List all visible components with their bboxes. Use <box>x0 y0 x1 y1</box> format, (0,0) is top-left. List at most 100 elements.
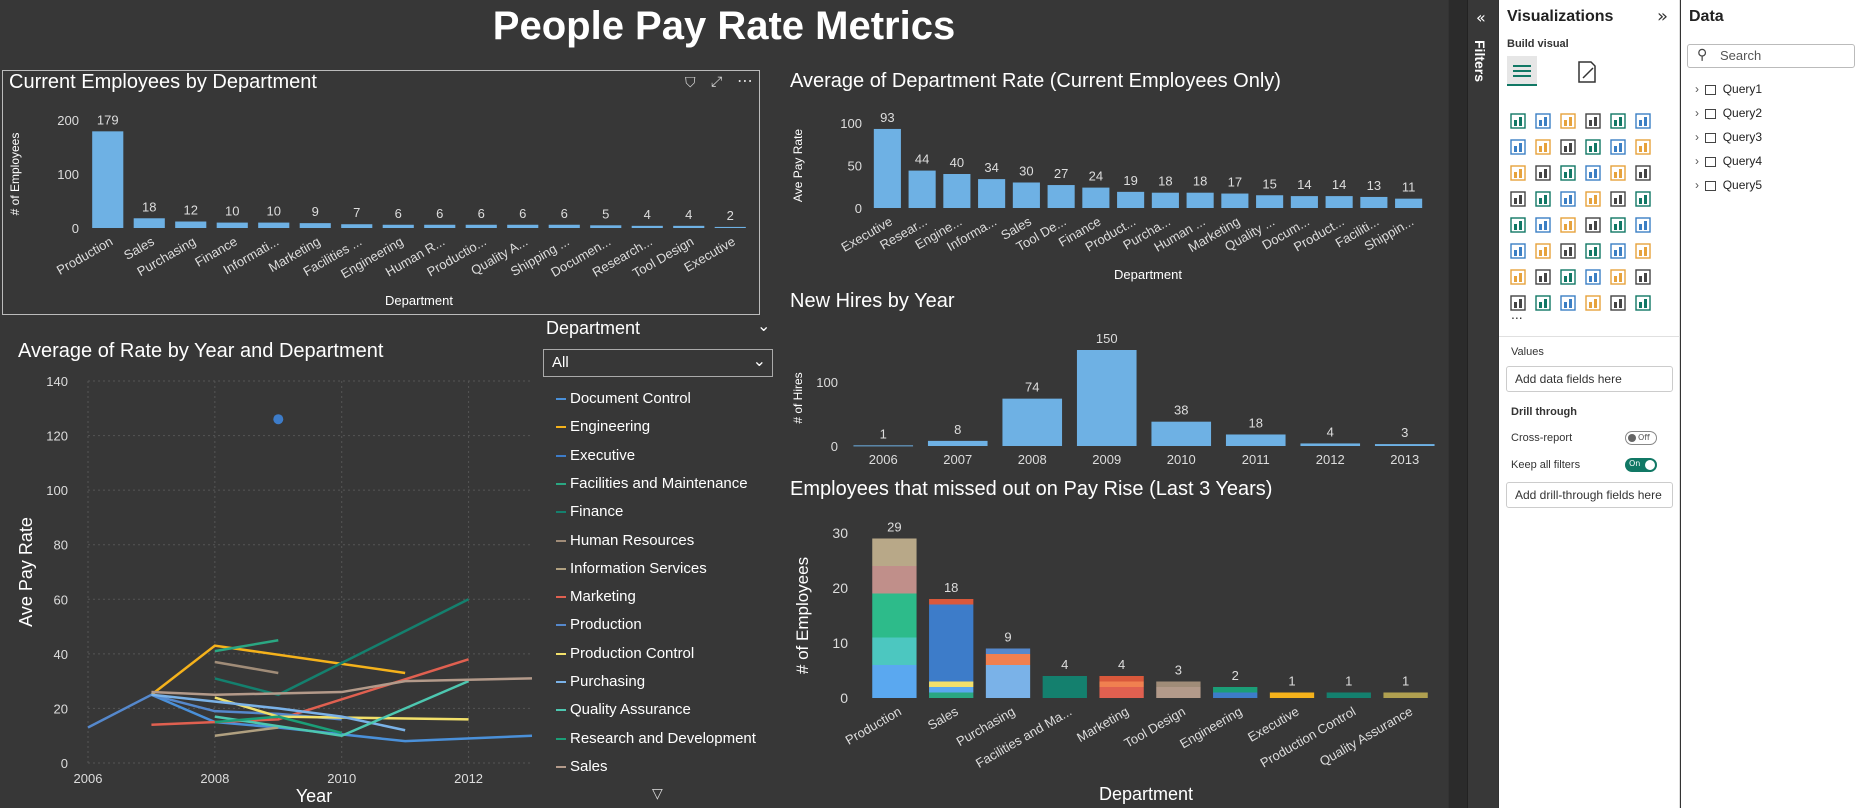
drill-through-field-well[interactable]: Add drill-through fields here <box>1506 482 1673 508</box>
visual-type-icon[interactable] <box>1609 190 1629 210</box>
legend-item[interactable]: Facilities and Maintenance <box>556 475 748 492</box>
focus-mode-icon[interactable]: ⤢ <box>711 74 723 90</box>
visual-type-icon[interactable] <box>1609 242 1629 262</box>
visual-type-icon[interactable] <box>1559 242 1579 262</box>
legend-item[interactable]: Information Services <box>556 560 707 577</box>
expand-filters-icon[interactable]: « <box>1476 8 1486 27</box>
table-icon <box>1705 156 1717 167</box>
chevron-down-icon[interactable]: ⌄ <box>757 316 771 335</box>
visual-type-icon[interactable] <box>1559 112 1579 132</box>
visual-type-icon[interactable] <box>1584 112 1604 132</box>
visual-type-icon[interactable] <box>1584 138 1604 158</box>
bar-segment <box>1326 692 1371 698</box>
visual-type-icon[interactable] <box>1584 216 1604 236</box>
department-slicer-header: Department <box>546 318 641 338</box>
visual-type-icon[interactable] <box>1534 268 1554 288</box>
legend-item[interactable]: Production Control <box>556 645 694 662</box>
scroll-down-icon[interactable]: ▽ <box>652 786 663 802</box>
query-item[interactable]: › Query3 <box>1695 130 1762 144</box>
legend-item[interactable]: Human Resources <box>556 532 694 549</box>
collapse-pane-icon[interactable]: » <box>1657 6 1669 27</box>
visual-type-icon[interactable] <box>1634 242 1654 262</box>
visual-type-icon[interactable] <box>1534 294 1554 314</box>
filters-pane-collapsed[interactable]: « Filters <box>1467 0 1498 808</box>
data-search-input[interactable]: Search <box>1687 44 1855 68</box>
visual-type-icon[interactable] <box>1509 242 1529 262</box>
visual-type-icon[interactable] <box>1534 190 1554 210</box>
visual-type-icon[interactable] <box>1609 164 1629 184</box>
visual-type-icon[interactable] <box>1509 164 1529 184</box>
employees-by-department-visual[interactable]: Current Employees by Department ⛉ ⤢ ⋯ 0 1… <box>2 70 760 315</box>
visual-type-icon[interactable] <box>1559 216 1579 236</box>
legend-item[interactable]: Document Control <box>556 390 691 407</box>
bar <box>1151 421 1212 446</box>
series-line <box>214 715 343 735</box>
legend-item[interactable]: Marketing <box>556 588 636 605</box>
visual-type-icon[interactable] <box>1559 268 1579 288</box>
avg-department-rate-visual[interactable]: Average of Department Rate (Current Empl… <box>786 70 1446 290</box>
visual-type-icon[interactable] <box>1534 242 1554 262</box>
department-slicer-dropdown[interactable]: All ⌄ <box>543 349 773 377</box>
visual-type-icon[interactable] <box>1584 242 1604 262</box>
missed-pay-rise-visual[interactable]: Employees that missed out on Pay Rise (L… <box>786 470 1446 808</box>
visual-type-icon[interactable] <box>1559 138 1579 158</box>
visual-type-icon[interactable] <box>1609 112 1629 132</box>
legend-item[interactable]: Quality Assurance <box>556 701 691 718</box>
visual-type-icon[interactable] <box>1584 190 1604 210</box>
visual-type-icon[interactable] <box>1559 164 1579 184</box>
visual-type-icon[interactable] <box>1609 138 1629 158</box>
visual-type-icon[interactable] <box>1609 268 1629 288</box>
visual-type-icon[interactable] <box>1559 294 1579 314</box>
legend-item[interactable]: Finance <box>556 503 623 520</box>
visual-type-icon[interactable] <box>1584 268 1604 288</box>
data-label: 40 <box>950 155 964 170</box>
visual-type-icon[interactable] <box>1609 216 1629 236</box>
visual-type-icon[interactable] <box>1634 216 1654 236</box>
visual-type-icon[interactable] <box>1609 294 1629 314</box>
legend-item[interactable]: Executive <box>556 447 635 464</box>
visual-type-icon[interactable] <box>1509 216 1529 236</box>
visual-type-icon[interactable] <box>1634 138 1654 158</box>
data-label: 24 <box>1089 169 1103 184</box>
filter-icon[interactable]: ⛉ <box>685 75 696 91</box>
visual-type-icon[interactable] <box>1534 216 1554 236</box>
visual-type-icon[interactable] <box>1509 190 1529 210</box>
visual-type-icon[interactable] <box>1534 164 1554 184</box>
more-options-icon[interactable]: ⋯ <box>737 71 753 90</box>
visual-type-icon[interactable] <box>1634 164 1654 184</box>
legend-item[interactable]: Sales <box>556 758 608 775</box>
query-item[interactable]: › Query1 <box>1695 82 1762 96</box>
y-tick-label: 20 <box>54 701 68 716</box>
legend-item[interactable]: Production <box>556 616 642 633</box>
visual-type-icon[interactable] <box>1634 268 1654 288</box>
visual-type-icon[interactable] <box>1634 294 1654 314</box>
build-visual-tab[interactable] <box>1507 56 1537 86</box>
cross-report-toggle[interactable]: Off <box>1625 431 1657 445</box>
avg-rate-year-dept-visual[interactable]: Average of Rate by Year and Department 0… <box>0 340 540 808</box>
visual-type-icon[interactable] <box>1509 138 1529 158</box>
visual-type-icon[interactable] <box>1559 190 1579 210</box>
legend-item[interactable]: Engineering <box>556 418 650 435</box>
visual-type-icon[interactable] <box>1634 190 1654 210</box>
format-visual-tab[interactable] <box>1573 58 1601 86</box>
visual-type-icon[interactable] <box>1534 138 1554 158</box>
visual-type-icon[interactable] <box>1584 164 1604 184</box>
more-visuals[interactable]: ... <box>1511 306 1523 322</box>
visual-type-icon[interactable] <box>1634 112 1654 132</box>
values-field-well[interactable]: Add data fields here <box>1506 366 1673 392</box>
new-hires-visual[interactable]: New Hires by Year 0 100 1 2006 8 2007 74 2008 15… <box>786 290 1446 470</box>
bar <box>1047 185 1075 208</box>
visual-type-icon[interactable] <box>1509 112 1529 132</box>
bar-segment <box>1156 681 1201 687</box>
visual-type-icon[interactable] <box>1509 294 1529 314</box>
legend-item[interactable]: Purchasing <box>556 673 645 690</box>
keep-all-filters-toggle[interactable]: On <box>1625 458 1657 472</box>
canvas-scrollbar[interactable] <box>1449 0 1467 808</box>
query-item[interactable]: › Query2 <box>1695 106 1762 120</box>
query-item[interactable]: › Query5 <box>1695 178 1762 192</box>
visual-type-icon[interactable] <box>1509 268 1529 288</box>
visual-type-icon[interactable] <box>1534 112 1554 132</box>
query-item[interactable]: › Query4 <box>1695 154 1762 168</box>
visual-type-icon[interactable] <box>1584 294 1604 314</box>
legend-item[interactable]: Research and Development <box>556 730 756 747</box>
